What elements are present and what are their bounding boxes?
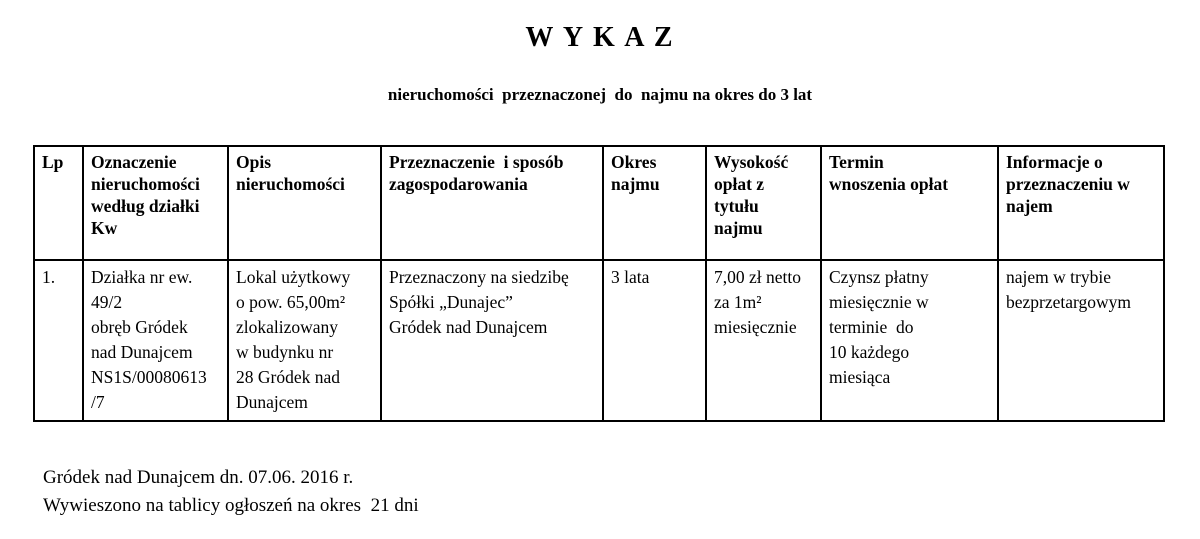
document-footer: Gródek nad Dunajcem dn. 07.06. 2016 r. W… (43, 464, 1200, 520)
column-header-wysokosc: Wysokość opłat z tytułu najmu (705, 145, 822, 261)
column-header-przeznaczenie: Przeznaczenie i sposób zagospodarowania (380, 145, 604, 261)
table-row: 1. Działka nr ew. 49/2 obręb Gródek nad … (33, 259, 1165, 422)
cell-oznaczenie: Działka nr ew. 49/2 obręb Gródek nad Dun… (82, 259, 229, 422)
cell-termin: Czynsz płatny miesięcznie w terminie do … (820, 259, 999, 422)
property-listing-table: Lp Oznaczenie nieruchomości według dział… (33, 145, 1165, 422)
cell-wysokosc: 7,00 zł netto za 1m² miesięcznie (705, 259, 822, 422)
table-header-row: Lp Oznaczenie nieruchomości według dział… (33, 145, 1165, 261)
column-header-informacje: Informacje o przeznaczeniu w najem (997, 145, 1165, 261)
column-header-oznaczenie: Oznaczenie nieruchomości według działki … (82, 145, 229, 261)
column-header-lp: Lp (33, 145, 84, 261)
column-header-okres: Okres najmu (602, 145, 707, 261)
cell-opis: Lokal użytkowy o pow. 65,00m² zlokalizow… (227, 259, 382, 422)
footer-date-line: Gródek nad Dunajcem dn. 07.06. 2016 r. (43, 467, 354, 488)
cell-okres: 3 lata (602, 259, 707, 422)
cell-informacje: najem w trybie bezprzetargowym (997, 259, 1165, 422)
column-header-termin: Termin wnoszenia opłat (820, 145, 999, 261)
cell-przeznaczenie: Przeznaczony na siedzibę Spółki „Dunajec… (380, 259, 604, 422)
cell-lp: 1. (33, 259, 84, 422)
footer-notice-line: Wywieszono na tablicy ogłoszeń na okres … (43, 495, 419, 516)
document-subtitle: nieruchomości przeznaczonej do najmu na … (387, 85, 813, 104)
document-title: W Y K A Z (525, 22, 675, 53)
column-header-opis: Opis nieruchomości (227, 145, 382, 261)
